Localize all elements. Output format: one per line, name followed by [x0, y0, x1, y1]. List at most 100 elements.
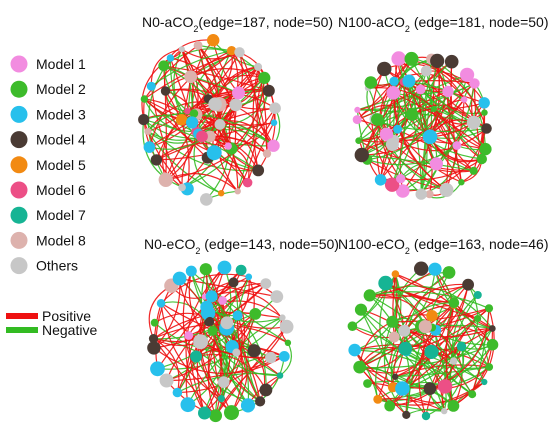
- legend-edge-swatch-1: [6, 313, 38, 319]
- node-module-4: [148, 334, 159, 344]
- node-module-6: [196, 130, 208, 143]
- node-module-3: [348, 343, 362, 357]
- node-module-1: [461, 96, 468, 103]
- node-module-2: [484, 304, 494, 313]
- node-module-2: [364, 76, 378, 89]
- node-module-1: [386, 86, 401, 100]
- positive-edge: [209, 320, 281, 376]
- node-module-9: [214, 119, 226, 130]
- legend-dot-3: [10, 105, 28, 123]
- node-module-9: [420, 65, 432, 77]
- node-module-2: [476, 153, 487, 165]
- node-module-2: [474, 315, 482, 323]
- positive-edge: [165, 66, 259, 181]
- negative-edge: [193, 133, 222, 194]
- node-module-6: [384, 177, 400, 192]
- negative-edge: [408, 80, 437, 165]
- negative-edge: [211, 330, 261, 402]
- node-module-7: [456, 341, 467, 352]
- node-module-2: [354, 303, 368, 316]
- node-module-4: [377, 61, 392, 77]
- positive-edge: [392, 284, 469, 388]
- positive-edge: [182, 270, 232, 414]
- node-module-2: [249, 308, 262, 320]
- positive-edge: [256, 77, 274, 147]
- positive-edge: [377, 398, 445, 412]
- node-module-1: [352, 115, 362, 125]
- positive-edge: [429, 302, 455, 389]
- node-module-9: [178, 46, 185, 53]
- node-module-3: [395, 381, 410, 396]
- positive-edge: [149, 77, 265, 148]
- positive-edge: [181, 48, 199, 115]
- negative-edge: [358, 81, 405, 142]
- node-module-2: [284, 339, 292, 346]
- node-module-1: [184, 331, 194, 340]
- positive-edge: [164, 90, 215, 154]
- node-module-1: [396, 174, 406, 184]
- node-module-4: [354, 147, 369, 163]
- legend-label-7: Model 7: [36, 207, 86, 223]
- node-module-4: [247, 344, 261, 358]
- negative-edge: [453, 305, 490, 368]
- positive-edge: [163, 65, 269, 92]
- node-module-2: [447, 400, 460, 412]
- node-module-9: [232, 348, 241, 357]
- node-module-1: [469, 78, 480, 89]
- network-n100-aco2: [352, 51, 492, 200]
- negative-edge: [279, 342, 293, 376]
- positive-edge: [153, 338, 180, 393]
- positive-edge: [435, 102, 485, 165]
- node-module-4: [138, 114, 150, 126]
- legend-dot-9: [10, 257, 28, 275]
- positive-edge: [231, 50, 268, 154]
- edges: [352, 268, 495, 417]
- node-module-2: [376, 118, 384, 126]
- node-module-8: [184, 70, 198, 84]
- node-module-3: [402, 74, 416, 88]
- negative-edge: [361, 70, 427, 156]
- network-n100-eco2: [347, 261, 499, 421]
- negative-edge: [361, 70, 427, 156]
- legend-label-4: Model 4: [36, 132, 86, 148]
- positive-edge: [237, 52, 258, 192]
- positive-edge: [406, 307, 490, 352]
- legend-dot-7: [10, 206, 28, 224]
- node-module-8: [144, 127, 152, 136]
- node-module-9: [159, 373, 174, 388]
- node-module-9: [269, 102, 281, 114]
- node-module-7: [378, 275, 393, 291]
- negative-edge: [200, 269, 261, 402]
- nodes: [138, 34, 281, 206]
- node-module-1: [232, 86, 245, 100]
- node-module-3: [205, 290, 218, 303]
- node-module-4: [402, 410, 411, 419]
- positive-edge: [367, 80, 475, 89]
- node-module-2: [158, 60, 170, 72]
- node-module-3: [245, 273, 253, 281]
- node-module-5: [207, 34, 220, 47]
- node-module-9: [200, 193, 213, 206]
- node-module-2: [140, 95, 149, 103]
- negative-edge: [361, 154, 474, 172]
- node-module-2: [189, 109, 199, 118]
- node-module-2: [347, 321, 358, 332]
- panel-title-n100-eco2: N100-eCO2 (edge=163, node=46): [338, 236, 549, 256]
- node-module-3: [270, 119, 278, 126]
- node-module-3: [172, 271, 187, 286]
- negative-edge: [360, 309, 403, 389]
- node-module-2: [405, 108, 419, 121]
- positive-edge: [165, 90, 190, 189]
- legend-dot-1: [10, 55, 28, 73]
- node-module-1: [396, 184, 410, 198]
- positive-edge: [445, 305, 455, 407]
- positive-edge: [356, 109, 447, 191]
- node-module-2: [481, 109, 488, 116]
- node-module-8: [418, 320, 432, 334]
- legend-label-6: Model 6: [36, 182, 86, 198]
- legend-label-2: Model 2: [36, 81, 86, 97]
- node-module-9: [260, 278, 272, 289]
- negative-edge: [143, 113, 274, 147]
- node-module-4: [259, 383, 273, 397]
- positive-edge: [405, 284, 469, 350]
